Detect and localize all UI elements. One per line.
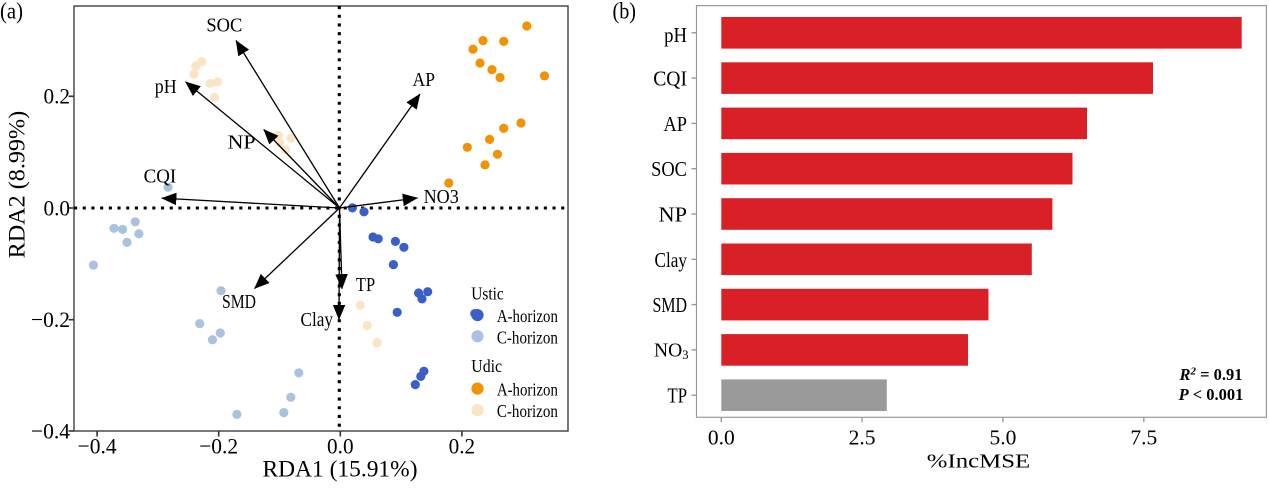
svg-text:C-horizon: C-horizon [497,327,558,347]
svg-text:AP: AP [664,112,688,136]
svg-text:%IncMSE: %IncMSE [927,451,1030,472]
svg-text:A-horizon: A-horizon [497,380,558,400]
svg-text:(a): (a) [0,0,23,24]
svg-text:(b): (b) [613,0,637,24]
svg-text:Ustic: Ustic [471,283,503,303]
svg-text:pH: pH [664,23,687,47]
svg-text:SOC: SOC [651,157,687,181]
svg-text:NP: NP [228,132,256,153]
svg-text:C-horizon: C-horizon [497,401,558,421]
svg-text:−0.2: −0.2 [31,307,70,332]
svg-text:0.2: 0.2 [44,84,71,109]
svg-text:NO3: NO3 [424,187,459,208]
svg-text:2.5: 2.5 [849,425,876,449]
svg-text:pH: pH [155,77,177,98]
svg-text:−0.4: −0.4 [31,418,70,443]
svg-text:0.0: 0.0 [44,195,71,220]
svg-text:0.0: 0.0 [327,434,354,459]
svg-text:0.0: 0.0 [708,425,735,449]
svg-text:SMD: SMD [653,293,688,317]
svg-text:TP: TP [668,384,688,408]
svg-text:−0.2: −0.2 [199,434,238,459]
svg-text:7.5: 7.5 [1130,425,1157,449]
svg-text:Clay: Clay [301,310,334,331]
svg-text:−0.4: −0.4 [78,434,117,459]
svg-text:5.0: 5.0 [989,425,1016,449]
svg-text:CQI: CQI [653,67,687,91]
svg-text:P < 0.001: P < 0.001 [1178,385,1244,404]
svg-text:NP: NP [659,203,688,227]
svg-text:0.2: 0.2 [449,434,476,459]
svg-text:R2 = 0.91: R2 = 0.91 [1178,365,1242,384]
svg-text:AP: AP [413,70,436,91]
svg-text:TP: TP [356,275,375,296]
svg-text:Udic: Udic [471,356,502,376]
svg-text:A-horizon: A-horizon [497,306,558,326]
svg-text:NO3: NO3 [654,339,688,362]
svg-text:Clay: Clay [655,248,688,272]
svg-text:RDA2 (8.99%): RDA2 (8.99%) [4,111,30,259]
svg-text:SOC: SOC [206,16,242,37]
svg-text:RDA1 (15.91%): RDA1 (15.91%) [263,457,418,483]
svg-text:CQI: CQI [144,166,177,187]
svg-text:SMD: SMD [222,292,256,313]
